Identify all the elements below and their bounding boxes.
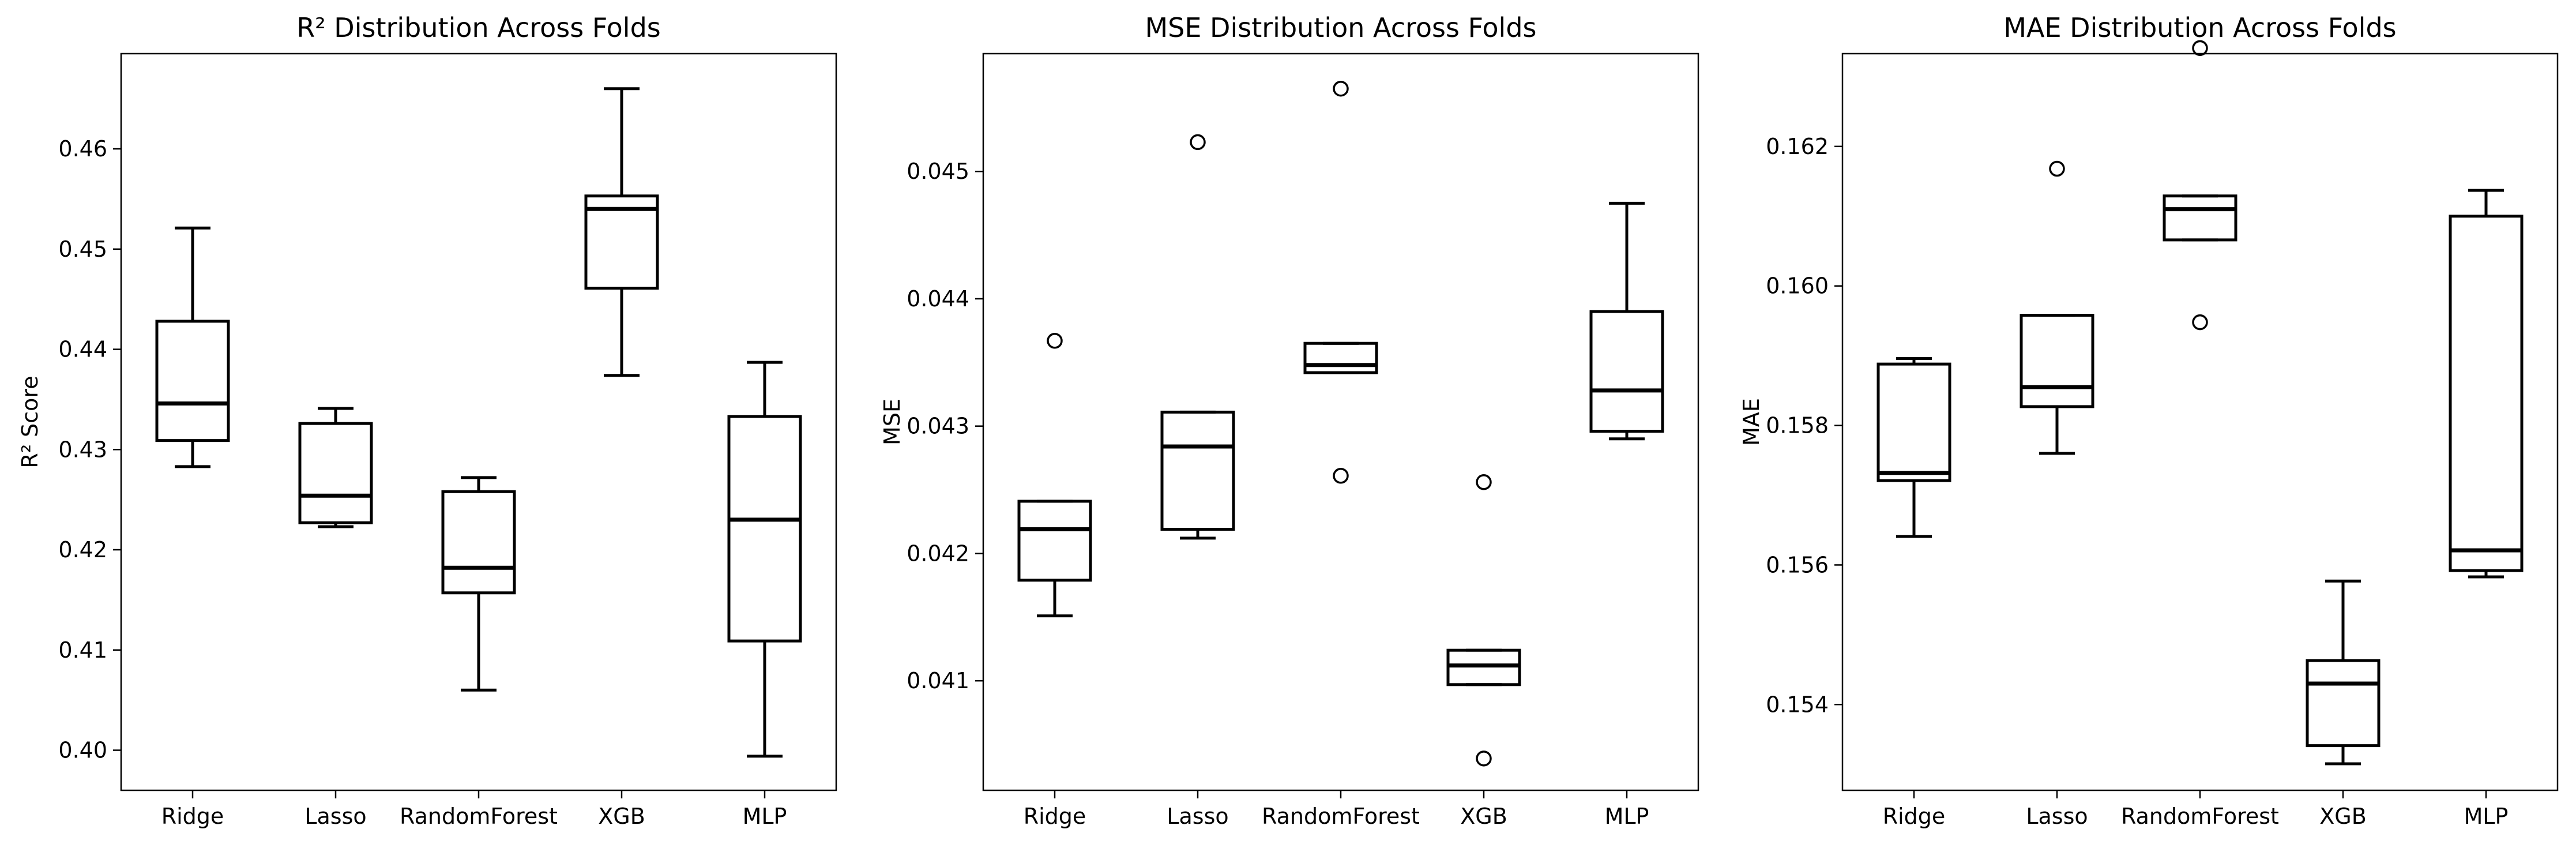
outlier-point [1047, 333, 1063, 349]
x-tick-label: XGB [1460, 804, 1507, 829]
box-iqr [441, 490, 516, 595]
chart-panel-1: R² Distribution Across Folds R² Score 0.40… [17, 12, 837, 829]
y-tick-label: 0.043 [907, 414, 969, 439]
y-tick-label: 0.40 [58, 738, 107, 763]
y-tick-label: 0.045 [907, 159, 969, 184]
x-tick-label: RandomForest [400, 804, 558, 829]
y-tick-label: 0.46 [58, 136, 107, 162]
box-mlp [2449, 189, 2524, 579]
box-iqr [584, 194, 659, 290]
chart-panel-3: MAE Distribution Across Folds MAE 0.154 0.1… [1739, 12, 2559, 829]
x-tick-label: RandomForest [1262, 804, 1420, 829]
box-iqr [727, 415, 802, 643]
y-axis-label: R² Score [17, 376, 43, 468]
x-tick-label: RandomForest [2121, 804, 2279, 829]
axes-frame [120, 52, 837, 791]
y-tick-label: 0.158 [1766, 413, 1829, 438]
axes-frame [1841, 52, 2559, 791]
outlier-point [1476, 751, 1492, 767]
y-tick-label: 0.160 [1766, 273, 1829, 299]
y-tick-label: 0.43 [58, 437, 107, 462]
x-tick-label: MLP [743, 804, 787, 829]
x-tick-label: XGB [2319, 804, 2367, 829]
outlier-point [1333, 468, 1349, 484]
x-tick-label: Lasso [304, 804, 366, 829]
x-tick-label: Ridge [161, 804, 224, 829]
y-tick-label: 0.44 [58, 337, 107, 362]
box-ridge [155, 226, 230, 468]
box-xgb [1446, 474, 1521, 767]
box-ridge [1017, 333, 1092, 618]
box-lasso [2020, 160, 2094, 455]
x-tick-label: Ridge [1883, 804, 1946, 829]
box-iqr [155, 320, 230, 442]
box-mlp [1589, 201, 1664, 441]
box-iqr [2449, 215, 2524, 572]
y-tick-label: 0.042 [907, 541, 969, 566]
chart-title: R² Distribution Across Folds [296, 12, 660, 43]
y-axis-label: MAE [1739, 398, 1764, 446]
chart-panel-2: MSE Distribution Across Folds MSE 0.041 0.0… [879, 12, 1699, 829]
box-lasso [1160, 134, 1235, 540]
box-randomforest [2163, 40, 2237, 331]
y-tick-label: 0.162 [1766, 134, 1829, 159]
outlier-point [1190, 134, 1206, 151]
box-randomforest [1303, 80, 1378, 484]
y-tick-label: 0.45 [58, 237, 107, 262]
x-tick-label: Lasso [2026, 804, 2088, 829]
outlier-point [2192, 40, 2208, 57]
x-tick-label: Ridge [1024, 804, 1086, 829]
box-ridge [1876, 357, 1951, 538]
box-randomforest [441, 476, 516, 692]
x-tick-label: Lasso [1167, 804, 1228, 829]
box-iqr [2163, 194, 2237, 242]
x-tick-label: MLP [2464, 804, 2509, 829]
box-iqr [1017, 500, 1092, 582]
box-iqr [1876, 362, 1951, 482]
box-xgb [2306, 579, 2381, 766]
box-xgb [584, 87, 659, 377]
chart-title: MAE Distribution Across Folds [2003, 12, 2396, 43]
box-iqr [1589, 310, 1664, 433]
outlier-point [1333, 80, 1349, 97]
y-tick-label: 0.156 [1766, 552, 1829, 577]
box-iqr [1303, 342, 1378, 374]
y-tick-label: 0.041 [907, 668, 969, 693]
box-iqr [1160, 410, 1235, 531]
box-lasso [298, 407, 373, 528]
y-tick-label: 0.154 [1766, 692, 1829, 717]
y-tick-label: 0.41 [58, 637, 107, 663]
chart-title: MSE Distribution Across Folds [1145, 12, 1536, 43]
y-axis-label: MSE [879, 399, 905, 445]
box-iqr [298, 422, 373, 524]
outlier-point [2049, 160, 2065, 177]
x-tick-label: MLP [1605, 804, 1649, 829]
y-tick-label: 0.044 [907, 286, 969, 312]
box-iqr [2020, 313, 2094, 408]
axes-frame [982, 52, 1699, 791]
box-mlp [727, 361, 802, 758]
outlier-point [1476, 474, 1492, 490]
outlier-point [2192, 314, 2208, 331]
y-tick-label: 0.42 [58, 537, 107, 562]
x-tick-label: XGB [598, 804, 645, 829]
box-iqr [2306, 659, 2381, 748]
